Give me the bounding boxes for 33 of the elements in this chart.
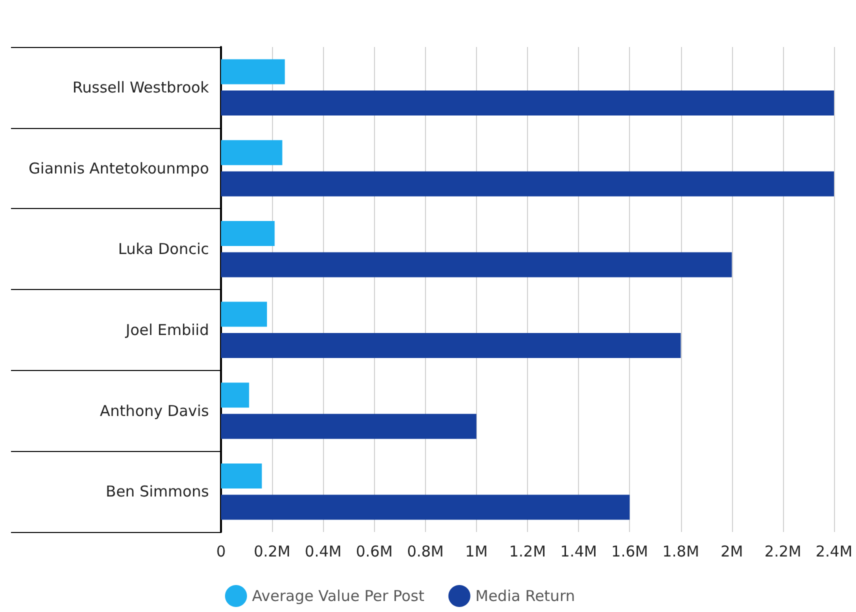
bar [221, 252, 732, 278]
x-tick-label: 1.2M [509, 542, 546, 560]
x-tick-label: 1.6M [611, 542, 648, 560]
y-tick-label: Giannis Antetokounmpo [28, 159, 209, 178]
y-tick-label: Luka Doncic [118, 240, 209, 258]
x-tick-label: 2M [720, 542, 744, 560]
x-tick-label: 2.2M [764, 542, 802, 560]
y-tick-label: Anthony Davis [100, 402, 210, 420]
bar [221, 59, 285, 84]
bar [221, 171, 834, 196]
x-tick-label: 0.2M [254, 542, 290, 560]
bar [221, 463, 262, 488]
x-tick-label: 0.6M [356, 542, 393, 560]
x-tick-label: 0 [216, 542, 226, 560]
x-tick-label: 0.8M [406, 542, 444, 560]
x-tick-label: 2.4M [816, 542, 852, 560]
bar [221, 382, 250, 408]
y-tick-label: Russell Westbrook [72, 78, 210, 96]
bar [221, 90, 834, 116]
bar [221, 494, 630, 520]
bar [221, 302, 267, 327]
bar [221, 414, 476, 439]
bar [221, 333, 681, 358]
y-tick-label: Joel Embiid [124, 320, 209, 339]
x-tick-label: 1.8M [662, 542, 700, 560]
bar [221, 140, 282, 166]
y-tick-label: Ben Simmons [106, 482, 210, 501]
bar [221, 220, 275, 246]
legend-label: Average Value Per Post [252, 587, 424, 605]
x-tick-label: 0.4M [304, 542, 342, 560]
legend-label: Media Return [475, 587, 575, 605]
x-tick-label: 1M [465, 542, 488, 560]
x-tick-label: 1.4M [560, 542, 597, 560]
